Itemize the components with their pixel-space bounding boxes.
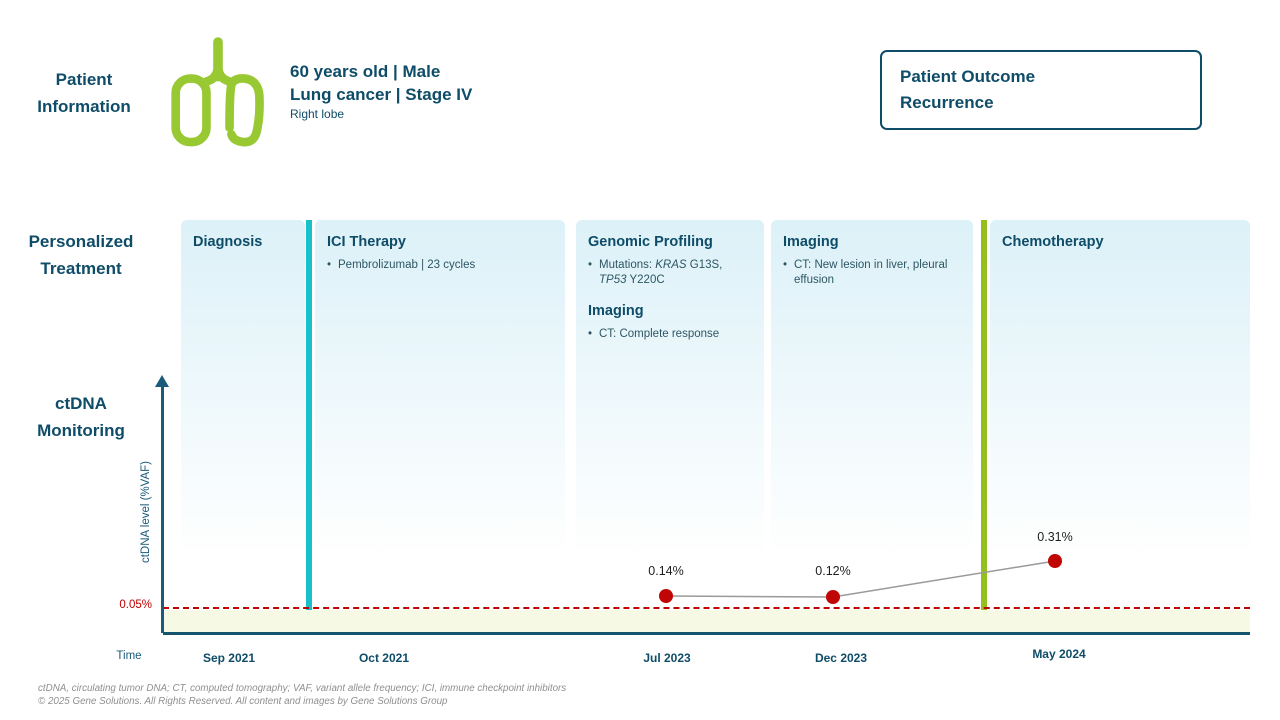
panel-ici-therapy: ICI Therapy • Pembrolizumab | 23 cycles [315,220,565,633]
patient-details: 60 years old | Male Lung cancer | Stage … [290,60,590,123]
patient-outcome-title: Patient Outcome [900,67,1036,86]
time-tick-dec-2023: Dec 2023 [814,651,868,665]
mutations-prefix: Mutations: [599,259,656,271]
patient-information-label-line2: Information [37,97,131,116]
footer-abbreviations: ctDNA, circulating tumor DNA; CT, comput… [38,683,567,694]
point-label-may-2024: 0.31% [1037,530,1073,544]
point-label-jul-2023: 0.14% [648,564,684,578]
threshold-label: 0.05% [119,599,152,611]
panel-imaging-bullet: • CT: New lesion in liver, pleural effus… [783,258,961,288]
patient-information-label-line1: Patient [55,70,113,89]
below-threshold-band [163,610,1250,633]
time-axis-title: Time [116,650,142,662]
x-axis-line [163,632,1250,635]
y-axis-line [161,386,164,633]
patient-outcome-box: Patient Outcome Recurrence [880,50,1202,130]
patient-diagnosis: Lung cancer | Stage IV [290,85,473,104]
time-tick-sep-2021: Sep 2021 [202,651,256,665]
ctdna-monitoring-label-line2: Monitoring [37,421,125,440]
panel-ici-bullet-text: Pembrolizumab | 23 cycles [338,259,476,271]
recurrence-timepoint-divider [981,220,987,635]
time-tick-jul-2023: Jul 2023 [643,651,691,665]
panel-ici-title: ICI Therapy [327,234,406,250]
y-axis-title: ctDNA level (%VAF) [140,460,152,564]
gene-tp53: TP53 [599,274,627,286]
mutations-mid: G13S, [686,259,723,271]
panel-genomic-bullet-text: Mutations: KRAS G13S, TP53 Y220C [599,258,752,288]
personalized-treatment-label-line1: Personalized [28,232,134,251]
panel-genomic-imaging-bullet-text: CT: Complete response [599,328,720,340]
panel-genomic-title: Genomic Profiling [588,234,713,250]
panel-genomic-imaging-subtitle: Imaging [588,303,644,319]
time-tick-may-2024: May 2024 [1032,647,1086,661]
bullet-dot: • [327,259,332,271]
personalized-treatment-label: Personalized Treatment [2,228,160,282]
mutations-tail: Y220C [626,274,665,286]
diagnosis-timepoint-divider [306,220,312,635]
bullet-dot: • [783,259,788,271]
gene-kras: KRAS [655,259,687,271]
patient-information-label: Patient Information [8,66,160,120]
ctdna-monitoring-label: ctDNA Monitoring [2,390,160,444]
point-label-dec-2023: 0.12% [815,564,851,578]
panel-imaging-bullet-text: CT: New lesion in liver, pleural effusio… [794,259,948,286]
panel-chemo-title: Chemotherapy [1002,234,1104,250]
panel-chemotherapy: Chemotherapy [990,220,1250,633]
panel-genomic-bullet: • Mutations: KRAS G13S, TP53 Y220C [588,258,752,288]
panel-ici-bullet: • Pembrolizumab | 23 cycles [327,258,553,273]
panel-imaging-title: Imaging [783,234,839,250]
lungs-icon [168,36,268,155]
panel-genomic-imaging-bullet: • CT: Complete response [588,327,752,342]
time-tick-oct-2021: Oct 2021 [358,651,410,665]
patient-tumor-site: Right lobe [290,107,345,121]
panel-diagnosis-title: Diagnosis [193,234,263,250]
ctdna-monitoring-label-line1: ctDNA [55,394,107,413]
bullet-dot: • [588,259,593,271]
patient-age-sex: 60 years old | Male [290,62,441,81]
y-axis-arrowhead [155,375,169,387]
panel-diagnosis: Diagnosis [181,220,305,633]
footer-copyright: © 2025 Gene Solutions. All Rights Reserv… [38,696,448,707]
threshold-dashed-line [163,607,1250,609]
personalized-treatment-label-line2: Treatment [40,259,122,278]
bullet-dot: • [588,328,593,340]
patient-outcome-value: Recurrence [900,93,994,112]
